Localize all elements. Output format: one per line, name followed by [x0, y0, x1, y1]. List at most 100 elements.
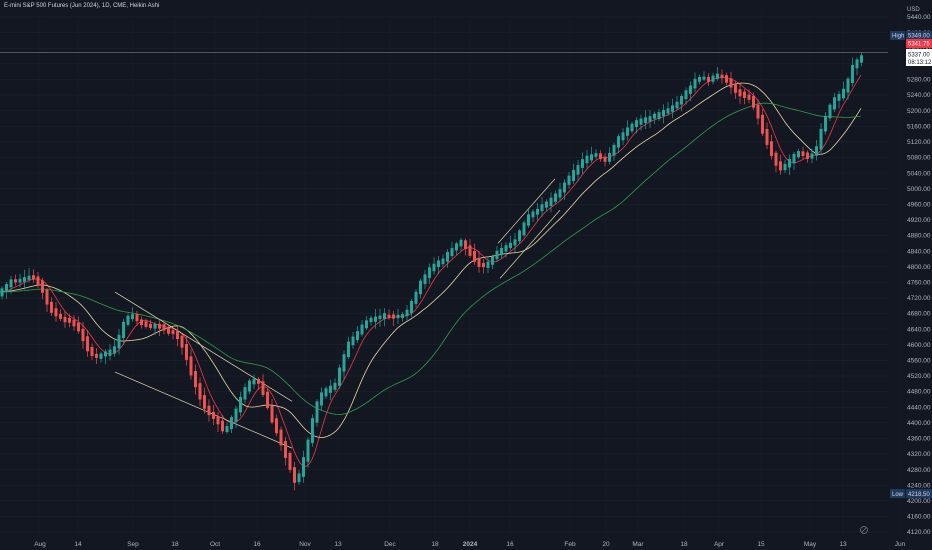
- candle-body: [185, 343, 188, 360]
- candle-body: [585, 155, 589, 164]
- countdown: 08:13:12: [908, 60, 932, 66]
- y-tick-label: 4920.00: [907, 217, 931, 224]
- candle-body: [342, 354, 346, 372]
- candle-body: [99, 353, 103, 359]
- candle-body: [689, 85, 692, 94]
- candle-body: [86, 336, 89, 352]
- x-tick-label: 16: [506, 541, 514, 548]
- ma-slow-line: [0, 102, 862, 416]
- candle-body: [603, 156, 607, 162]
- candle-body: [405, 309, 409, 317]
- candle-body: [122, 321, 125, 339]
- trend-line: [497, 178, 556, 244]
- candle-body: [788, 158, 791, 168]
- candle-body: [702, 76, 706, 80]
- candle-body: [855, 59, 859, 69]
- y-tick-label: 4640.00: [907, 326, 931, 333]
- candle-body: [248, 380, 251, 392]
- candle-body: [635, 120, 638, 127]
- candle-body: [801, 151, 805, 157]
- candle-body: [212, 411, 215, 419]
- candle-body: [158, 323, 161, 329]
- candle-body: [644, 117, 647, 123]
- x-tick-label: 20: [602, 541, 610, 548]
- candle-body: [270, 405, 274, 423]
- y-tick-label: 5200.00: [907, 108, 931, 115]
- candle-body: [486, 261, 490, 268]
- candle-body: [369, 317, 373, 323]
- candle-body: [180, 335, 184, 348]
- candle-body: [135, 314, 139, 322]
- candle-body: [441, 258, 445, 265]
- candle-body: [149, 323, 152, 328]
- y-tick-label: 4280.00: [907, 467, 931, 474]
- candle-body: [9, 279, 13, 288]
- candle-body: [14, 279, 17, 283]
- candle-body: [734, 83, 737, 93]
- candle-body: [648, 116, 652, 122]
- y-tick-label: 4400.00: [907, 420, 931, 427]
- candle-body: [428, 267, 431, 278]
- candle-body: [729, 78, 733, 88]
- y-tick-label: 4440.00: [907, 404, 931, 411]
- candle-body: [833, 97, 836, 110]
- candle-body: [414, 291, 418, 304]
- candle-body: [779, 161, 782, 171]
- candle-body: [675, 101, 679, 109]
- candle-body: [810, 153, 814, 159]
- candle-body: [261, 381, 265, 396]
- candle-body: [81, 328, 85, 342]
- candle-body: [761, 114, 764, 134]
- candle-body: [315, 401, 319, 423]
- candle-body: [333, 382, 337, 390]
- y-axis: 5440.005400.005360.005320.005280.005240.…: [907, 14, 931, 536]
- candle-body: [27, 275, 31, 280]
- candle-body: [513, 239, 517, 246]
- y-tick-label: 4200.00: [907, 498, 931, 505]
- candle-body: [819, 128, 823, 150]
- candle-body: [392, 314, 395, 319]
- candle-body: [230, 417, 233, 430]
- candle-body: [302, 457, 305, 477]
- candle-body: [356, 331, 359, 341]
- candle-body: [203, 395, 206, 409]
- y-tick-label: 4160.00: [907, 514, 931, 521]
- candle-body: [153, 323, 157, 329]
- candle-body: [279, 429, 283, 446]
- candle-body: [284, 441, 287, 458]
- candle-body: [68, 318, 71, 323]
- low-value: 4218.50: [908, 492, 930, 498]
- candle-body: [450, 248, 454, 257]
- candle-body: [563, 182, 566, 193]
- candle-body: [608, 153, 611, 162]
- candle-body: [306, 439, 310, 462]
- y-tick-label: 4360.00: [907, 436, 931, 443]
- x-tick-label: May: [804, 541, 817, 548]
- current-price: 5337.00: [908, 53, 930, 59]
- x-tick-label: Mar: [632, 541, 644, 548]
- x-tick-label: Oct: [210, 541, 220, 548]
- candle-body: [680, 96, 683, 105]
- candle-body: [446, 252, 449, 262]
- candle-body: [531, 211, 535, 218]
- candle-body: [455, 243, 458, 251]
- candle-body: [0, 288, 4, 297]
- candle-body: [32, 275, 35, 280]
- candle-body: [617, 136, 620, 148]
- candle-body: [423, 274, 427, 285]
- candle-body: [815, 146, 818, 156]
- candle-body: [725, 75, 728, 83]
- candle-body: [612, 144, 616, 156]
- candle-body: [360, 324, 364, 335]
- candle-body: [558, 189, 562, 198]
- high-label: High: [892, 34, 904, 40]
- settings-icon[interactable]: [860, 526, 868, 534]
- candle-body: [144, 321, 148, 327]
- candle-body: [792, 153, 796, 164]
- candle-body: [401, 314, 404, 319]
- candle-body: [747, 94, 751, 100]
- candle-body: [711, 75, 715, 82]
- candle-body: [828, 104, 832, 119]
